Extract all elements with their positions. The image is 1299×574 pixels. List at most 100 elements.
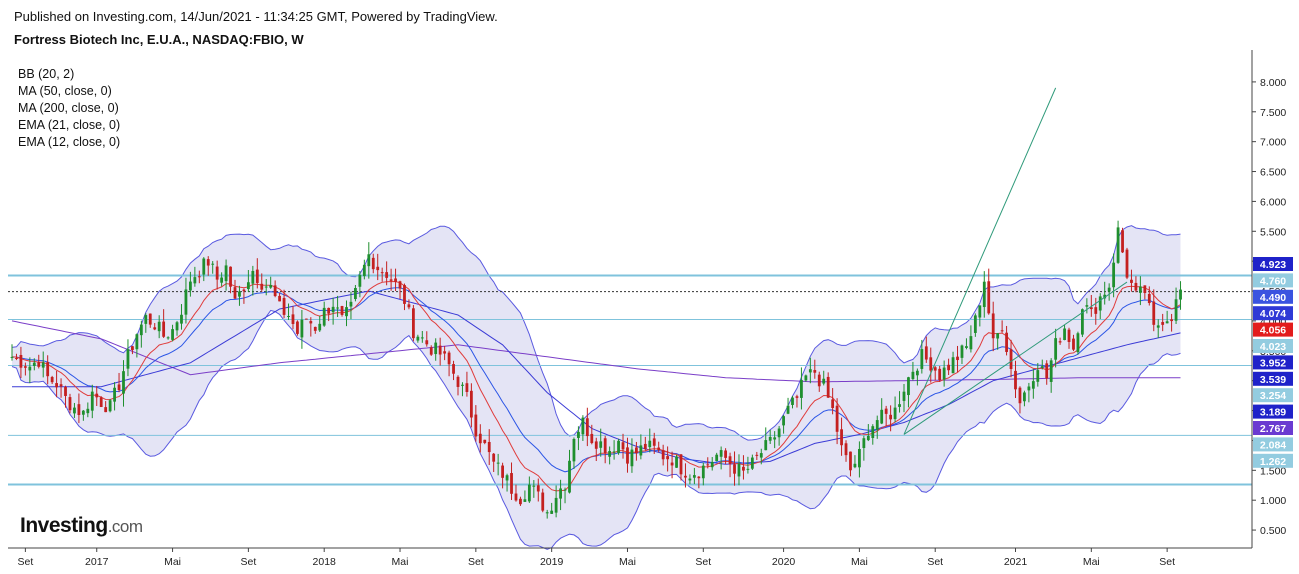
- candle-body: [1009, 349, 1013, 369]
- candle-body: [835, 405, 839, 432]
- time-tick-label: Mai: [851, 556, 868, 568]
- price-badge-label: 3.539: [1260, 374, 1286, 386]
- candle-body: [412, 308, 415, 339]
- candle-body: [719, 450, 723, 457]
- indicator-ema21[interactable]: EMA (21, close, 0): [18, 118, 121, 132]
- price-badge-label: 4.490: [1260, 292, 1286, 304]
- candle-body: [95, 393, 99, 398]
- candle-body: [86, 408, 90, 414]
- candle-body: [951, 357, 955, 374]
- candle-body: [648, 440, 652, 448]
- candle-body: [90, 391, 94, 411]
- candle-body: [973, 315, 977, 333]
- price-badge-box: [1253, 289, 1293, 304]
- candle-body: [884, 408, 888, 414]
- candle-body: [1179, 289, 1182, 300]
- candle-body: [969, 336, 973, 350]
- time-tick-label: 2021: [1004, 556, 1028, 568]
- candle-body: [327, 307, 331, 314]
- candle-body: [1121, 230, 1124, 253]
- symbol-title: Fortress Biotech Inc, E.U.A., NASDAQ:FBI…: [14, 32, 304, 47]
- candle-body: [545, 512, 549, 514]
- candle-body: [750, 457, 754, 469]
- candle-body: [215, 266, 219, 280]
- candle-body: [675, 456, 678, 468]
- candle-body: [1081, 309, 1084, 335]
- price-badge-box: [1253, 388, 1293, 403]
- candle-body: [617, 440, 620, 453]
- candle-body: [394, 278, 397, 282]
- candle-body: [1067, 329, 1071, 342]
- candle-body: [1023, 392, 1026, 402]
- ma50-line: [12, 290, 1181, 465]
- candle-body: [403, 285, 406, 304]
- candle-body: [679, 454, 683, 475]
- candle-body: [639, 445, 643, 456]
- candle-body: [461, 384, 464, 386]
- bollinger-band-fill: [12, 225, 1181, 550]
- candle-body: [933, 367, 937, 371]
- price-badge-label: 4.074: [1260, 308, 1286, 320]
- candle-body: [643, 443, 647, 450]
- candle-body: [621, 442, 625, 450]
- time-tick-label: Mai: [619, 556, 636, 568]
- candle-body: [135, 334, 139, 350]
- candle-body: [536, 485, 540, 492]
- candle-body: [514, 493, 518, 501]
- candle-body: [260, 283, 264, 290]
- candle-body: [175, 322, 179, 331]
- candle-body: [1049, 360, 1053, 382]
- candle-body: [626, 447, 629, 464]
- indicator-ma50[interactable]: MA (50, close, 0): [18, 84, 112, 98]
- candle-body: [585, 418, 589, 437]
- bollinger-band-layer: [11, 225, 1181, 550]
- investing-logo: Investing.com: [20, 514, 143, 538]
- candle-body: [46, 362, 50, 377]
- indicator-ema12[interactable]: EMA (12, close, 0): [18, 135, 121, 149]
- candle-body: [978, 305, 982, 318]
- candle-body: [826, 376, 830, 398]
- candle-body: [594, 441, 598, 449]
- candle-body: [206, 259, 210, 266]
- candle-body: [915, 370, 919, 376]
- candle-body: [800, 379, 803, 398]
- indicator-bb[interactable]: BB (20, 2): [18, 67, 75, 81]
- candle-body: [242, 289, 246, 292]
- candle-body: [1152, 301, 1156, 325]
- candle-body: [505, 475, 509, 481]
- candle-body: [429, 347, 433, 355]
- candle-body: [911, 371, 915, 380]
- candle-body: [773, 437, 777, 440]
- candle-body: [425, 340, 429, 345]
- candle-body: [1130, 279, 1133, 283]
- price-badge-box: [1253, 437, 1293, 452]
- candle-body: [269, 285, 273, 288]
- candle-body: [447, 352, 451, 365]
- price-badge-box: [1253, 273, 1293, 288]
- candle-body: [942, 367, 946, 380]
- candle-body: [661, 450, 665, 460]
- candle-body: [1040, 366, 1044, 368]
- price-badge-box: [1253, 371, 1293, 386]
- candle-body: [844, 443, 848, 456]
- candle-body: [469, 390, 473, 418]
- price-badge-label: 4.056: [1260, 325, 1286, 337]
- bollinger-lower-line: [11, 309, 1181, 550]
- candle-body: [180, 314, 183, 324]
- candle-body: [853, 463, 857, 468]
- candle-body: [982, 281, 986, 308]
- indicator-ma200[interactable]: MA (200, close, 0): [18, 101, 119, 115]
- candle-body: [304, 318, 308, 320]
- candle-body: [487, 441, 491, 453]
- candle-body: [380, 272, 384, 274]
- candle-body: [376, 266, 380, 271]
- candle-body: [318, 323, 322, 331]
- candle-body: [612, 451, 616, 453]
- candle-body: [898, 404, 901, 407]
- candle-body: [929, 357, 933, 371]
- time-tick-label: Mai: [392, 556, 409, 568]
- candle-body: [73, 407, 76, 414]
- candle-body: [122, 371, 125, 394]
- candle-body: [416, 336, 420, 341]
